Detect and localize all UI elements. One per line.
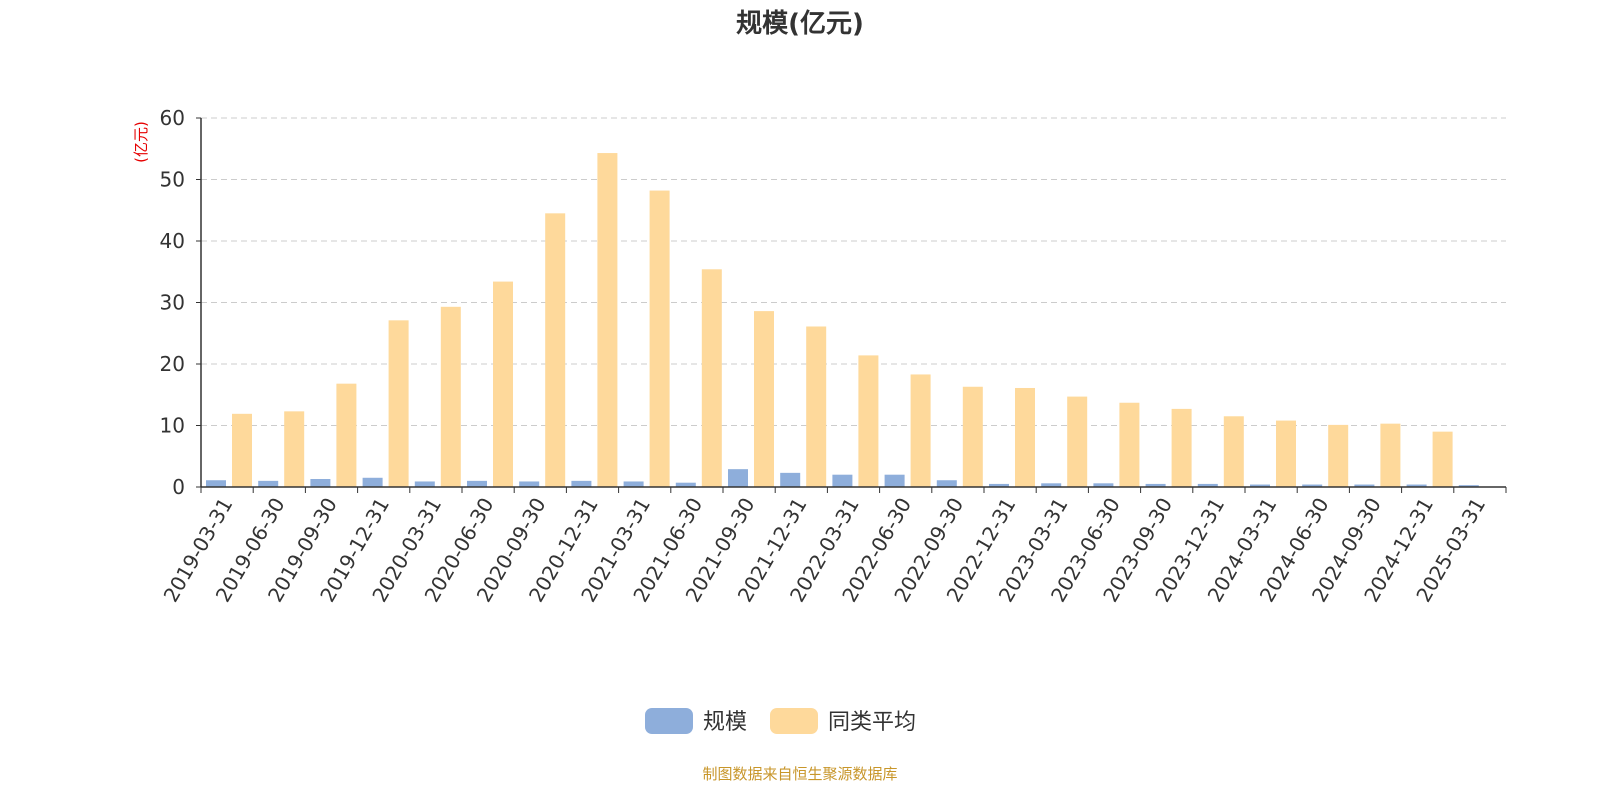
bar-scale: [1354, 484, 1375, 487]
bar-scale: [1145, 483, 1166, 487]
bar-scale: [884, 474, 905, 487]
bar-scale: [1041, 483, 1062, 487]
bar-peer-average: [858, 355, 879, 487]
bar-scale: [989, 483, 1009, 487]
bar-scale: [832, 474, 853, 487]
y-axis-label: (亿元): [132, 121, 150, 163]
bar-scale: [1406, 484, 1427, 487]
bar-scale: [623, 481, 644, 487]
y-tick-label: 50: [160, 168, 185, 192]
bar-peer-average: [284, 411, 305, 487]
bar-scale: [936, 480, 957, 487]
bar-scale: [1302, 484, 1323, 487]
bar-scale: [362, 477, 383, 487]
bar-peer-average: [910, 374, 931, 487]
bar-scale: [467, 480, 487, 487]
legend: 规模 同类平均: [645, 708, 916, 735]
y-tick-label: 10: [160, 414, 185, 438]
footer-source: 制图数据来自恒生聚源数据库: [702, 765, 897, 783]
bar-peer-average: [545, 213, 566, 487]
bar-peer-average: [1223, 416, 1244, 487]
bar-scale: [571, 480, 592, 487]
bar-peer-average: [336, 383, 357, 487]
y-tick-label: 40: [160, 229, 185, 253]
bar-peer-average: [649, 190, 670, 487]
y-tick-label: 0: [172, 475, 185, 499]
y-tick-label: 30: [160, 291, 185, 315]
bar-scale: [258, 480, 279, 487]
bar-scale: [1093, 483, 1114, 487]
legend-label: 同类平均: [828, 710, 916, 735]
bar-peer-average: [1067, 396, 1088, 487]
bar-peer-average: [1015, 387, 1035, 487]
bar-peer-average: [1276, 420, 1296, 487]
bar-peer-average: [754, 311, 774, 487]
bar-peer-average: [1171, 408, 1192, 487]
bar-scale: [1250, 484, 1270, 487]
bar-scale: [206, 480, 226, 487]
bar-peer-average: [806, 326, 827, 487]
bar-peer-average: [232, 413, 252, 487]
bar-peer-average: [493, 281, 513, 487]
bar-peer-average: [1432, 431, 1453, 487]
legend-swatch: [645, 708, 693, 734]
bar-scale: [310, 479, 331, 487]
bar-scale: [519, 481, 540, 487]
bar-peer-average: [962, 386, 983, 487]
legend-swatch: [770, 708, 818, 734]
legend-label: 规模: [703, 710, 747, 735]
bar-scale: [1458, 485, 1479, 487]
bar-peer-average: [701, 269, 722, 487]
chart-title: 规模(亿元): [736, 9, 864, 39]
bar-peer-average: [1380, 423, 1401, 487]
bar-scale: [675, 482, 696, 487]
bar-peer-average: [440, 306, 461, 487]
bar-scale: [414, 481, 435, 487]
bar-peer-average: [1119, 402, 1140, 487]
bar-peer-average: [597, 153, 618, 487]
bar-peer-average: [388, 320, 409, 487]
y-tick-label: 60: [160, 106, 185, 130]
bar-peer-average: [1328, 424, 1349, 487]
y-tick-label: 20: [160, 352, 185, 376]
bar-scale: [728, 469, 748, 487]
bar-scale: [1197, 483, 1218, 487]
bar-scale: [780, 472, 801, 487]
